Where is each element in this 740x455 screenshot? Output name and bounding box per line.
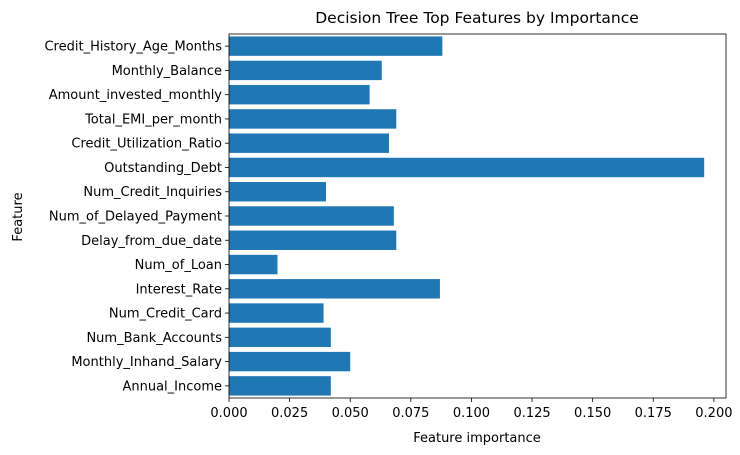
bar-interest-rate — [229, 279, 440, 299]
y-tick-group: Annual_Income Monthly_Inhand_Salary Num_Ba… — [44, 40, 229, 394]
y-tick-label-credit-utilization-ratio: Credit_Utilization_Ratio — [71, 137, 222, 152]
x-tick-group: 0.000 0.025 0.050 0.075 0.100 0.125 0.150 0.175… — [210, 398, 732, 421]
y-tick-label-amount-invested-monthly: Amount_invested_monthly — [49, 88, 223, 103]
bar-num-credit-inquiries — [229, 182, 326, 202]
x-tick-label: 0.075 — [392, 406, 429, 421]
bar-num-of-loan — [229, 254, 278, 275]
y-tick-label-monthly-balance: Monthly_Balance — [112, 64, 222, 79]
x-tick-label: 0.200 — [695, 406, 732, 421]
y-tick-label-outstanding-debt: Outstanding_Debt — [104, 161, 222, 176]
y-tick-label-annual-income: Annual_Income — [122, 379, 222, 394]
bar-amount-invested-monthly — [229, 84, 370, 105]
chart-title: Decision Tree Top Features by Importance — [315, 9, 639, 27]
y-tick-label-num-bank-accounts: Num_Bank_Accounts — [86, 331, 222, 346]
x-tick-label: 0.100 — [453, 406, 490, 421]
bar-annual-income — [229, 376, 331, 396]
x-tick-label: 0.000 — [210, 406, 247, 421]
bar-num-of-delayed-payment — [229, 206, 394, 226]
bar-delay-from-due-date — [229, 230, 397, 250]
bar-total-emi-per-month — [229, 109, 397, 129]
bar-monthly-balance — [229, 60, 382, 81]
x-tick-label: 0.175 — [635, 406, 672, 421]
y-tick-label-interest-rate: Interest_Rate — [136, 282, 222, 297]
bars-group — [229, 36, 705, 396]
bar-outstanding-debt — [229, 157, 705, 178]
y-tick-label-num-of-loan: Num_of_Loan — [135, 258, 222, 273]
x-tick-label: 0.025 — [271, 406, 308, 421]
plot-frame — [228, 33, 727, 399]
x-tick-label: 0.125 — [513, 406, 550, 421]
y-axis-label: Feature — [11, 192, 26, 241]
bar-credit-history-age-months — [229, 36, 443, 56]
x-tick-label: 0.050 — [332, 406, 369, 421]
y-tick-label-num-credit-inquiries: Num_Credit_Inquiries — [83, 185, 222, 200]
x-tick-label: 0.150 — [574, 406, 611, 421]
bar-num-bank-accounts — [229, 327, 331, 348]
bar-credit-utilization-ratio — [229, 133, 390, 153]
y-tick-label-num-credit-card: Num_Credit_Card — [109, 307, 222, 322]
y-tick-label-monthly-inhand-salary: Monthly_Inhand_Salary — [71, 355, 222, 370]
bar-monthly-inhand-salary — [229, 351, 351, 372]
y-tick-label-credit-history-age-months: Credit_History_Age_Months — [44, 40, 222, 55]
y-tick-label-delay-from-due-date: Delay_from_due_date — [81, 234, 222, 249]
x-axis-label: Feature importance — [413, 431, 541, 446]
bar-num-credit-card — [229, 303, 324, 323]
y-tick-label-num-of-delayed-payment: Num_of_Delayed_Payment — [49, 210, 222, 225]
y-tick-label-total-emi-per-month: Total_EMI_per_month — [84, 112, 222, 127]
